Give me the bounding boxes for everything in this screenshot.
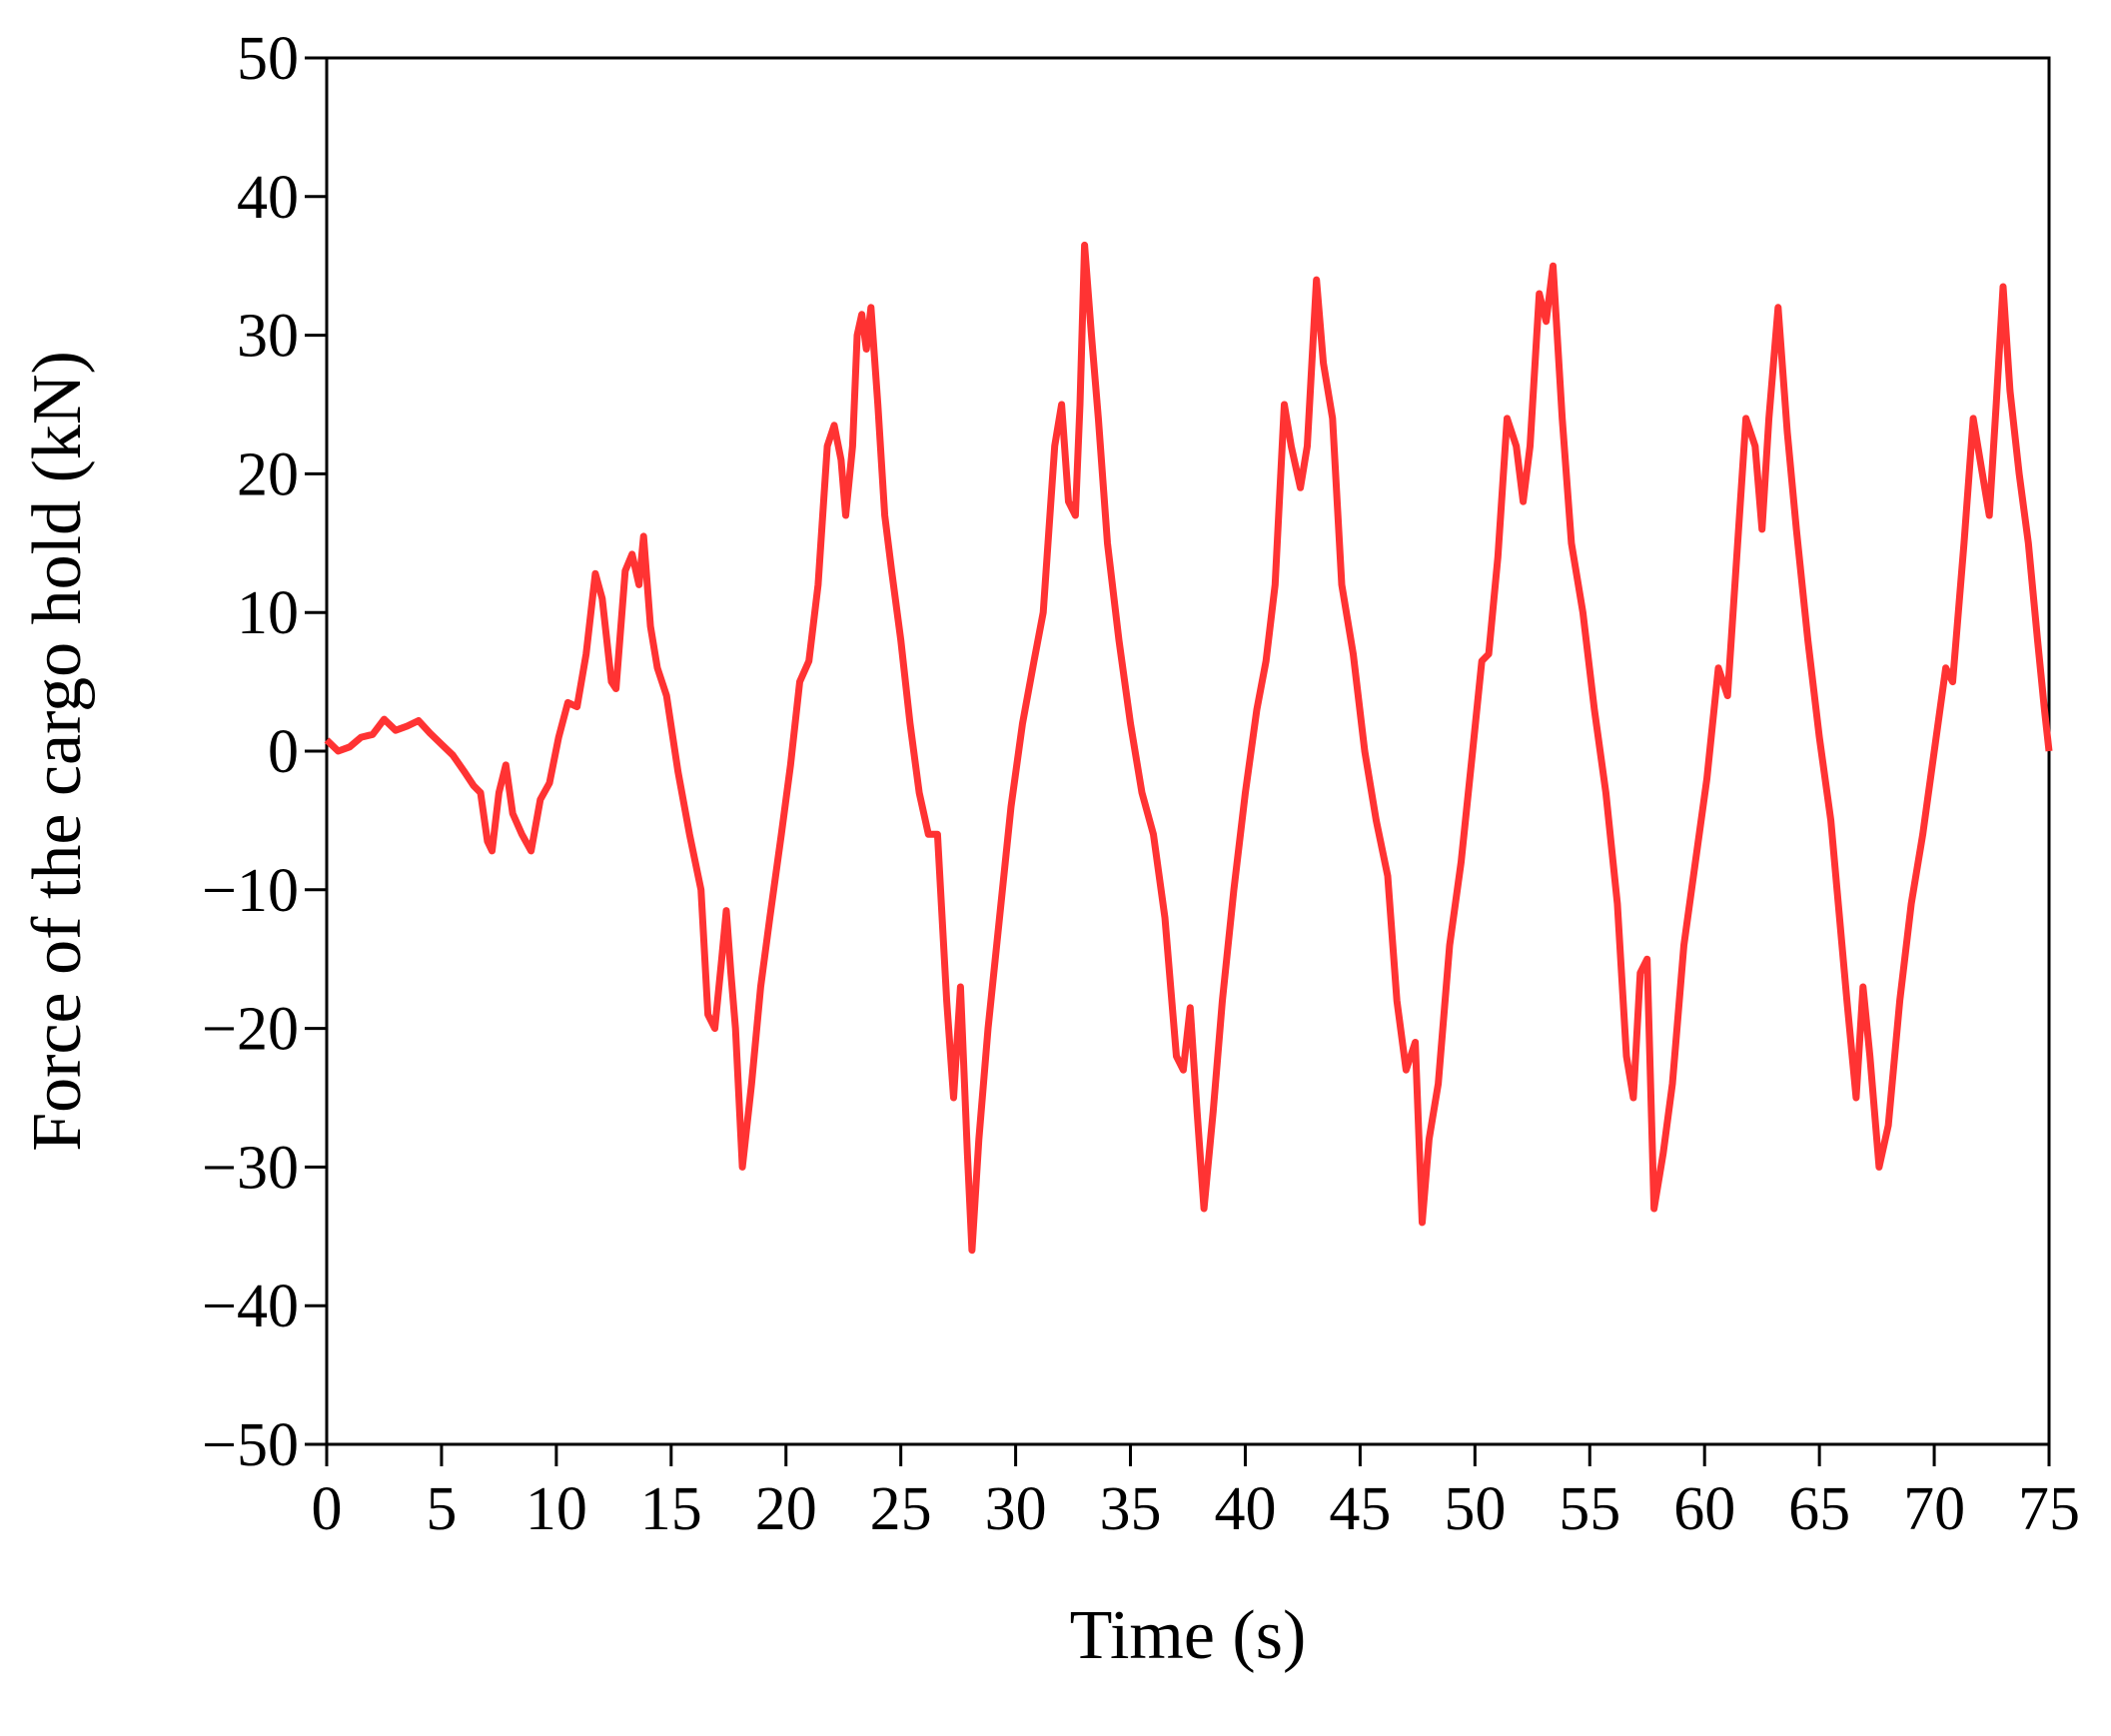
x-tick-label: 5 (426, 1475, 457, 1543)
x-tick-label: 35 (1100, 1475, 1162, 1543)
x-tick-label: 15 (640, 1475, 702, 1543)
x-tick-label: 75 (2018, 1475, 2080, 1543)
x-tick-label: 10 (526, 1475, 587, 1543)
x-tick-label: 55 (1559, 1475, 1620, 1543)
data-line (324, 241, 2053, 1255)
y-tick-label: 10 (237, 579, 299, 647)
y-tick-label: −10 (202, 857, 299, 925)
y-tick-label: 50 (237, 25, 299, 93)
x-tick-label: 45 (1329, 1475, 1391, 1543)
x-tick-label: 40 (1214, 1475, 1276, 1543)
x-tick-label: 25 (870, 1475, 932, 1543)
x-tick-label: 50 (1444, 1475, 1506, 1543)
y-tick-label: 0 (268, 718, 299, 786)
y-tick-label: −30 (202, 1134, 299, 1202)
x-tick-label: 70 (1903, 1475, 1965, 1543)
x-tick-label: 20 (755, 1475, 817, 1543)
y-tick-label: 20 (237, 440, 299, 508)
x-tick-label: 65 (1788, 1475, 1850, 1543)
x-tick-label: 60 (1673, 1475, 1735, 1543)
plot-frame (325, 56, 2051, 1446)
x-axis-label: Time (s) (1070, 1597, 1307, 1674)
x-tick-label: 0 (312, 1475, 343, 1543)
y-tick-label: −50 (202, 1411, 299, 1479)
y-axis-label: Force of the cargo hold (kN) (19, 351, 96, 1152)
y-tick-label: 30 (237, 303, 299, 371)
x-tick-label: 30 (985, 1475, 1047, 1543)
y-tick-label: 40 (237, 164, 299, 232)
y-tick-label: −20 (202, 996, 299, 1064)
y-tick-label: −40 (202, 1273, 299, 1340)
